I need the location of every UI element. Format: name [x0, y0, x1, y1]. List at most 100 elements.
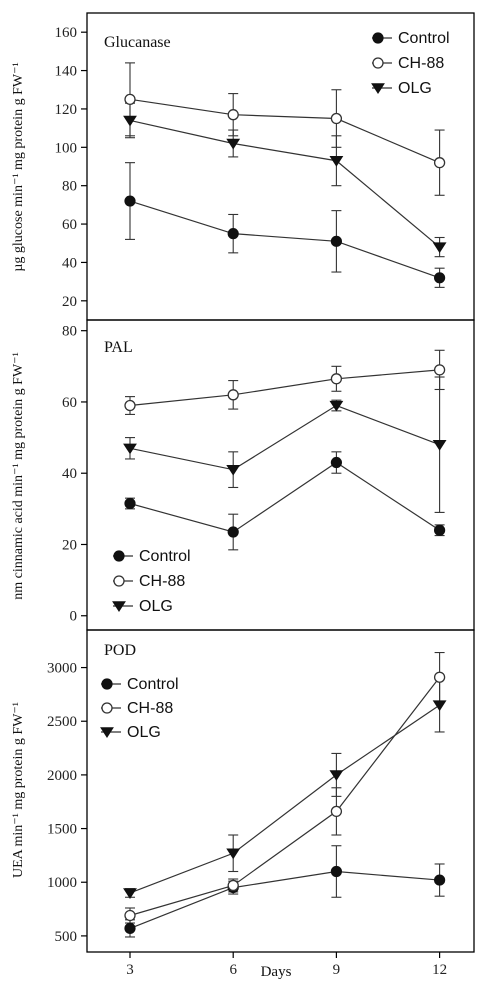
pod-legend-marker — [100, 727, 114, 739]
pal-plot-area — [123, 349, 447, 551]
pal-title: PAL — [104, 339, 133, 356]
pal-y-tick-label: 40 — [62, 466, 77, 482]
pal-legend-label: CH-88 — [139, 573, 185, 590]
pal-series-line — [129, 404, 440, 471]
pal-y-axis: 0 20 40 60 80 — [62, 324, 87, 625]
glucanase-panel: Glucanase 20 40 60 80 100 120 140 160 Control CH… — [55, 12, 475, 321]
glucanase-y-tick-label: 140 — [55, 64, 78, 80]
pal-panel: PAL 0 20 40 60 80 Control CH-88 OLG — [62, 319, 475, 631]
glucanase-y-tick-label: 40 — [62, 255, 77, 271]
pod-plot-frame — [86, 629, 475, 953]
pal-y-tick-label: 80 — [62, 324, 77, 340]
pod-series-line — [129, 704, 440, 894]
pal-legend-marker — [113, 550, 125, 562]
glucanase-data-point — [432, 242, 447, 254]
pal-legend-item: OLG — [112, 598, 173, 615]
pal-y-tick-label: 0 — [70, 609, 78, 625]
glucanase-legend-label: OLG — [398, 80, 432, 97]
x-tick-label: 12 — [432, 962, 447, 978]
pod-legend-label: Control — [127, 676, 179, 693]
glucanase-y-tick-label: 120 — [55, 102, 78, 118]
pal-data-point — [432, 440, 447, 451]
pal-legend-item: CH-88 — [113, 573, 185, 590]
glucanase-legend-item: CH-88 — [372, 55, 444, 72]
pal-y-axis-label: nm cinnamic acid min⁻¹ mg protein g FW⁻¹ — [11, 352, 26, 600]
glucanase-data-point — [330, 235, 342, 247]
pod-legend-label: OLG — [127, 724, 161, 741]
pod-series-line — [129, 870, 440, 929]
glucanase-data-point — [330, 112, 343, 125]
pal-series-line — [129, 369, 440, 407]
pod-data-point — [330, 865, 342, 878]
pod-legend-item: OLG — [100, 724, 161, 741]
pal-y-tick-label: 20 — [62, 537, 77, 553]
glucanase-legend-label: CH-88 — [398, 55, 444, 72]
glucanase-data-point — [124, 93, 136, 105]
pod-y-tick-label: 1500 — [47, 822, 77, 838]
glucanase-data-point — [124, 195, 136, 207]
pod-data-point — [124, 922, 136, 934]
pod-legend-label: CH-88 — [127, 700, 173, 717]
glucanase-title: Glucanase — [104, 34, 171, 51]
x-axis-label: Days — [261, 964, 292, 980]
pod-data-point — [227, 879, 239, 892]
pal-legend-marker — [113, 575, 125, 587]
pod-data-point — [123, 888, 137, 899]
pod-legend-marker — [101, 678, 113, 690]
pal-legend-marker — [112, 601, 126, 613]
glucanase-data-point — [226, 138, 241, 150]
pod-y-tick-label: 3000 — [47, 661, 77, 677]
pal-legend-label: OLG — [139, 598, 173, 615]
glucanase-y-axis-label: µg glucose min⁻¹ mg protein g FW⁻¹ — [11, 62, 26, 271]
pod-plot-area — [123, 651, 447, 938]
pal-data-point — [227, 526, 239, 538]
glucanase-y-tick-label: 100 — [55, 140, 78, 156]
glucanase-legend-marker — [372, 32, 384, 44]
pod-legend-item: CH-88 — [101, 700, 173, 717]
pod-series-line — [129, 676, 441, 917]
pod-y-axis-label: UEA min⁻¹ mg protein g FW⁻¹ — [11, 702, 26, 878]
glucanase-data-point — [434, 272, 446, 284]
glucanase-legend-item: Control — [372, 30, 450, 47]
glucanase-legend-marker — [372, 57, 384, 69]
glucanase-data-point — [329, 156, 344, 167]
pod-y-tick-label: 2000 — [47, 768, 77, 784]
pod-data-point — [124, 909, 136, 922]
pod-y-tick-label: 500 — [55, 929, 78, 945]
glucanase-data-point — [227, 109, 239, 121]
pod-data-point — [330, 805, 343, 818]
pal-data-point — [227, 389, 239, 401]
pal-data-point — [124, 497, 136, 510]
pod-title: POD — [104, 642, 136, 659]
x-tick-label: 3 — [126, 962, 134, 978]
glucanase-y-tick-label: 20 — [62, 294, 77, 310]
glucanase-y-tick-label: 60 — [62, 217, 77, 233]
x-tick-label: 6 — [229, 962, 237, 978]
pod-legend-marker — [101, 702, 113, 714]
glucanase-legend: Control CH-88 OLG — [371, 30, 450, 97]
pod-legend: Control CH-88 OLG — [100, 676, 179, 741]
glucanase-data-point — [227, 228, 239, 240]
glucanase-y-axis: 20 40 60 80 100 120 140 160 — [55, 25, 87, 310]
pod-y-axis: 500 1000 1500 2000 2500 3000 — [47, 661, 87, 945]
pod-legend-item: Control — [101, 676, 179, 693]
pod-y-tick-label: 2500 — [47, 714, 77, 730]
pod-data-point — [433, 671, 446, 683]
pod-data-point — [432, 700, 447, 712]
pal-data-point — [123, 443, 137, 455]
pod-data-point — [226, 848, 241, 860]
glucanase-data-point — [433, 157, 446, 169]
glucanase-y-tick-label: 80 — [62, 179, 77, 195]
pod-panel: POD 500 1000 1500 2000 2500 3000 Control CH-88… — [47, 629, 475, 978]
pal-legend-label: Control — [139, 548, 191, 565]
pal-legend: Control CH-88 OLG — [112, 548, 191, 615]
glucanase-y-tick-label: 160 — [55, 25, 78, 41]
glucanase-legend-item: OLG — [371, 80, 432, 97]
glucanase-data-point — [123, 115, 137, 127]
pal-data-point — [330, 456, 342, 469]
pal-legend-item: Control — [113, 548, 191, 565]
pod-y-tick-label: 1000 — [47, 875, 77, 891]
pal-data-point — [433, 364, 446, 376]
pod-data-point — [434, 874, 446, 886]
